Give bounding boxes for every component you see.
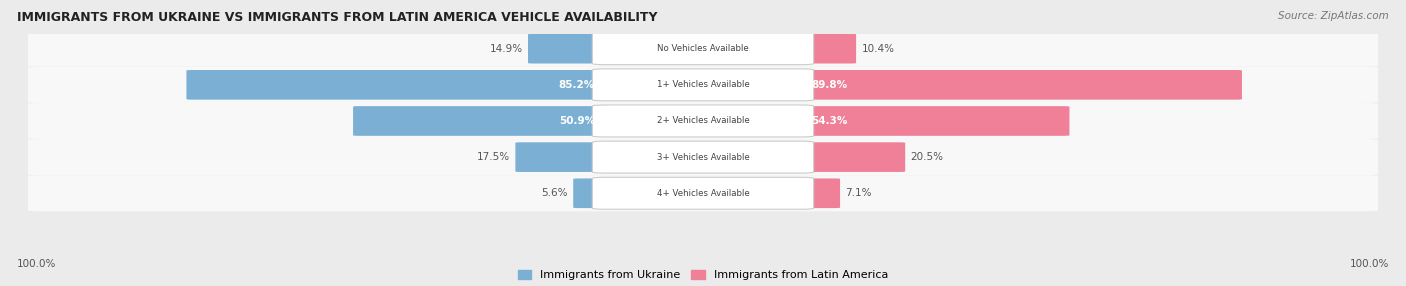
Text: 5.6%: 5.6% (541, 188, 568, 198)
Text: 4+ Vehicles Available: 4+ Vehicles Available (657, 189, 749, 198)
FancyBboxPatch shape (794, 142, 905, 172)
FancyBboxPatch shape (794, 34, 856, 63)
FancyBboxPatch shape (187, 70, 612, 100)
Text: 14.9%: 14.9% (489, 44, 523, 54)
Text: 17.5%: 17.5% (477, 152, 510, 162)
FancyBboxPatch shape (22, 31, 1384, 67)
Text: 10.4%: 10.4% (862, 44, 894, 54)
FancyBboxPatch shape (592, 141, 814, 173)
Text: IMMIGRANTS FROM UKRAINE VS IMMIGRANTS FROM LATIN AMERICA VEHICLE AVAILABILITY: IMMIGRANTS FROM UKRAINE VS IMMIGRANTS FR… (17, 11, 658, 24)
Text: 54.3%: 54.3% (811, 116, 848, 126)
FancyBboxPatch shape (22, 175, 1384, 211)
Text: 1+ Vehicles Available: 1+ Vehicles Available (657, 80, 749, 89)
Text: Source: ZipAtlas.com: Source: ZipAtlas.com (1278, 11, 1389, 21)
FancyBboxPatch shape (794, 178, 839, 208)
FancyBboxPatch shape (353, 106, 612, 136)
Text: 100.0%: 100.0% (1350, 259, 1389, 269)
Text: 89.8%: 89.8% (811, 80, 846, 90)
Legend: Immigrants from Ukraine, Immigrants from Latin America: Immigrants from Ukraine, Immigrants from… (517, 270, 889, 281)
FancyBboxPatch shape (794, 70, 1241, 100)
Text: 3+ Vehicles Available: 3+ Vehicles Available (657, 153, 749, 162)
FancyBboxPatch shape (794, 106, 1070, 136)
FancyBboxPatch shape (516, 142, 612, 172)
FancyBboxPatch shape (574, 178, 612, 208)
Text: 85.2%: 85.2% (558, 80, 595, 90)
FancyBboxPatch shape (592, 33, 814, 65)
Text: 7.1%: 7.1% (845, 188, 872, 198)
Text: No Vehicles Available: No Vehicles Available (657, 44, 749, 53)
FancyBboxPatch shape (592, 177, 814, 209)
FancyBboxPatch shape (592, 105, 814, 137)
Text: 50.9%: 50.9% (560, 116, 595, 126)
FancyBboxPatch shape (22, 139, 1384, 175)
FancyBboxPatch shape (592, 69, 814, 101)
FancyBboxPatch shape (22, 67, 1384, 103)
FancyBboxPatch shape (22, 103, 1384, 139)
FancyBboxPatch shape (529, 34, 612, 63)
Text: 20.5%: 20.5% (911, 152, 943, 162)
Text: 100.0%: 100.0% (17, 259, 56, 269)
Text: 2+ Vehicles Available: 2+ Vehicles Available (657, 116, 749, 126)
